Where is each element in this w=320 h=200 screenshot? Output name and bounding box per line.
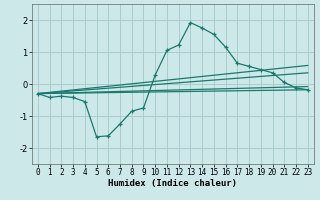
X-axis label: Humidex (Indice chaleur): Humidex (Indice chaleur): [108, 179, 237, 188]
